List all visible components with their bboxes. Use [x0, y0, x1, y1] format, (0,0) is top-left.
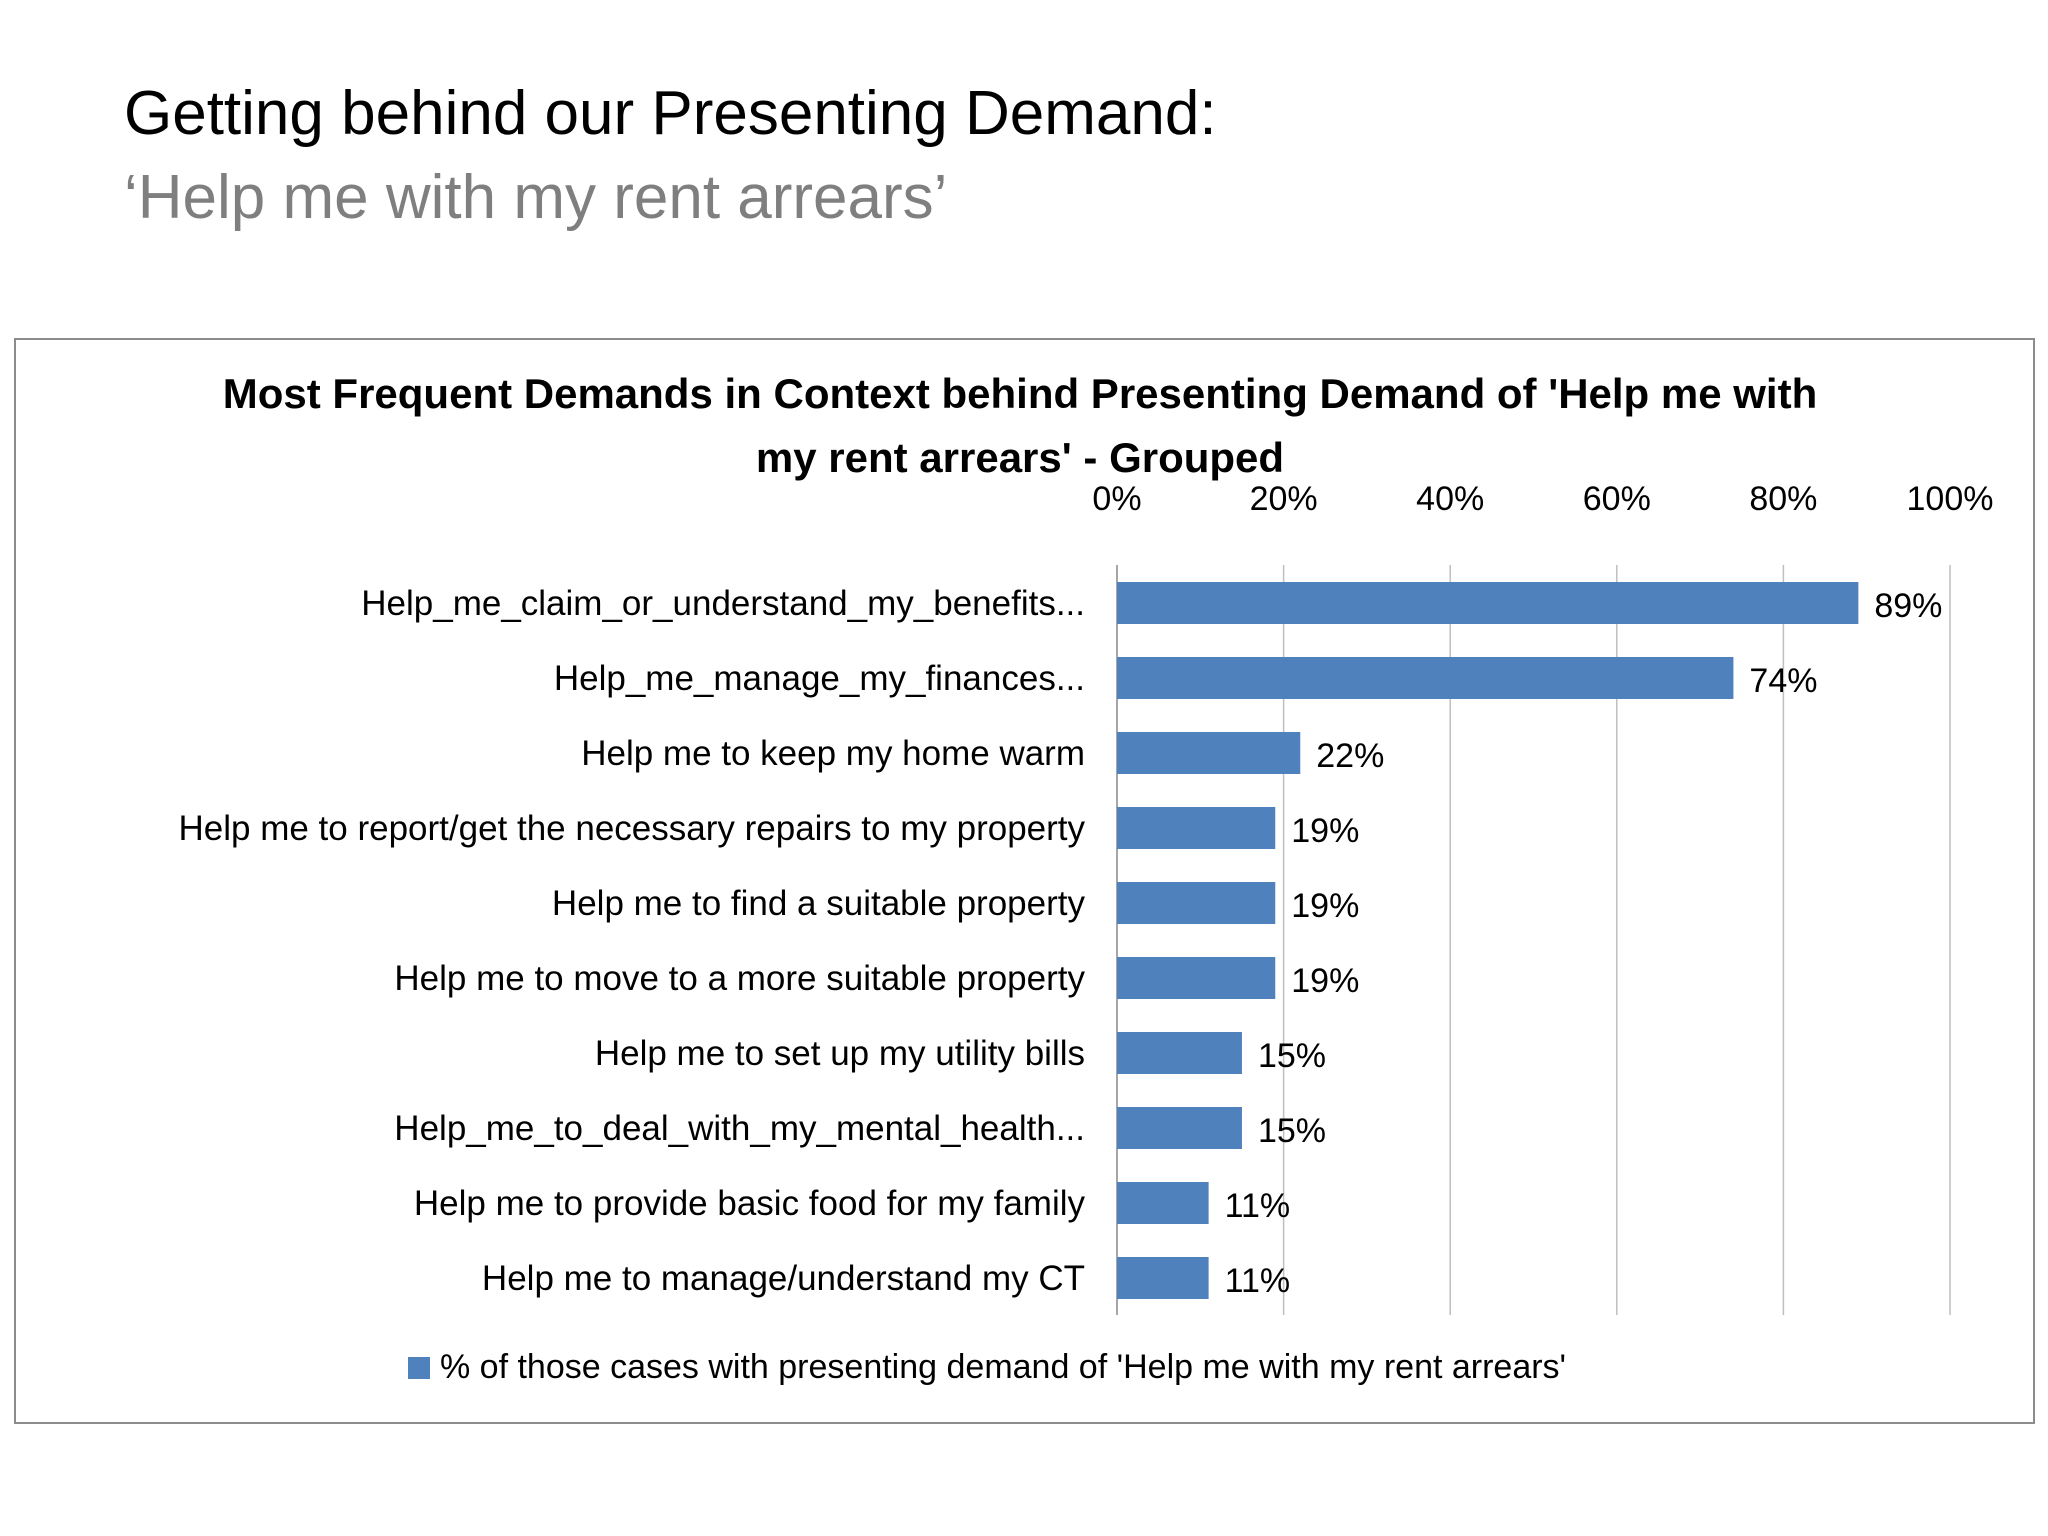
category-label: Help me to provide basic food for my fam…	[414, 1184, 1086, 1223]
data-labels: 89% 74% 22% 19% 19% 19% 15% 15% 11% 11%	[1225, 587, 1943, 1300]
bar	[1117, 582, 1859, 624]
x-tick-label: 40%	[1416, 480, 1484, 518]
bar	[1117, 807, 1276, 849]
bar	[1117, 1257, 1209, 1299]
data-label: 74%	[1749, 662, 1817, 700]
category-labels: Help_me_claim_or_understand_my_benefits.…	[178, 584, 1085, 1298]
bar	[1117, 882, 1276, 924]
data-label: 19%	[1291, 812, 1359, 850]
x-tick-label: 20%	[1250, 480, 1318, 518]
slide-title: Getting behind our Presenting Demand:	[124, 79, 1217, 148]
category-label: Help me to set up my utility bills	[595, 1034, 1085, 1073]
category-label: Help me to report/get the necessary repa…	[178, 809, 1085, 848]
bars	[1117, 582, 1859, 1299]
category-label: Help me to find a suitable property	[552, 884, 1086, 923]
x-tick-label: 100%	[1907, 480, 1994, 518]
chart-legend: % of those cases with presenting demand …	[408, 1348, 1566, 1387]
bar	[1117, 732, 1301, 774]
data-label: 89%	[1874, 587, 1942, 625]
x-axis-ticks: 0% 20% 40% 60% 80% 100%	[1092, 480, 1993, 518]
chart-title: Most Frequent Demands in Context behind …	[222, 370, 1818, 481]
data-label: 22%	[1316, 737, 1384, 775]
slide-subtitle: ‘Help me with my rent arrears’	[124, 163, 948, 232]
category-label: Help_me_manage_my_finances...	[554, 659, 1085, 698]
category-label: Help me to keep my home warm	[581, 734, 1085, 773]
data-label: 11%	[1225, 1187, 1291, 1225]
category-label: Help_me_claim_or_understand_my_benefits.…	[361, 584, 1085, 623]
category-label: Help me to move to a more suitable prope…	[394, 959, 1085, 998]
data-label: 11%	[1225, 1262, 1291, 1300]
x-tick-label: 80%	[1749, 480, 1817, 518]
bar	[1117, 957, 1276, 999]
bar	[1117, 657, 1734, 699]
legend-swatch	[408, 1356, 430, 1379]
category-label: Help_me_to_deal_with_my_mental_health...	[394, 1109, 1085, 1148]
bar	[1117, 1107, 1242, 1149]
bar	[1117, 1032, 1242, 1074]
x-tick-label: 60%	[1583, 480, 1651, 518]
data-label: 19%	[1291, 887, 1359, 925]
data-label: 15%	[1258, 1112, 1326, 1150]
bar	[1117, 1182, 1209, 1224]
legend-label: % of those cases with presenting demand …	[440, 1348, 1567, 1386]
x-tick-label: 0%	[1092, 480, 1141, 518]
data-label: 15%	[1258, 1037, 1326, 1075]
category-label: Help me to manage/understand my CT	[482, 1259, 1085, 1298]
chart-frame	[14, 338, 2035, 1424]
data-label: 19%	[1291, 962, 1359, 1000]
